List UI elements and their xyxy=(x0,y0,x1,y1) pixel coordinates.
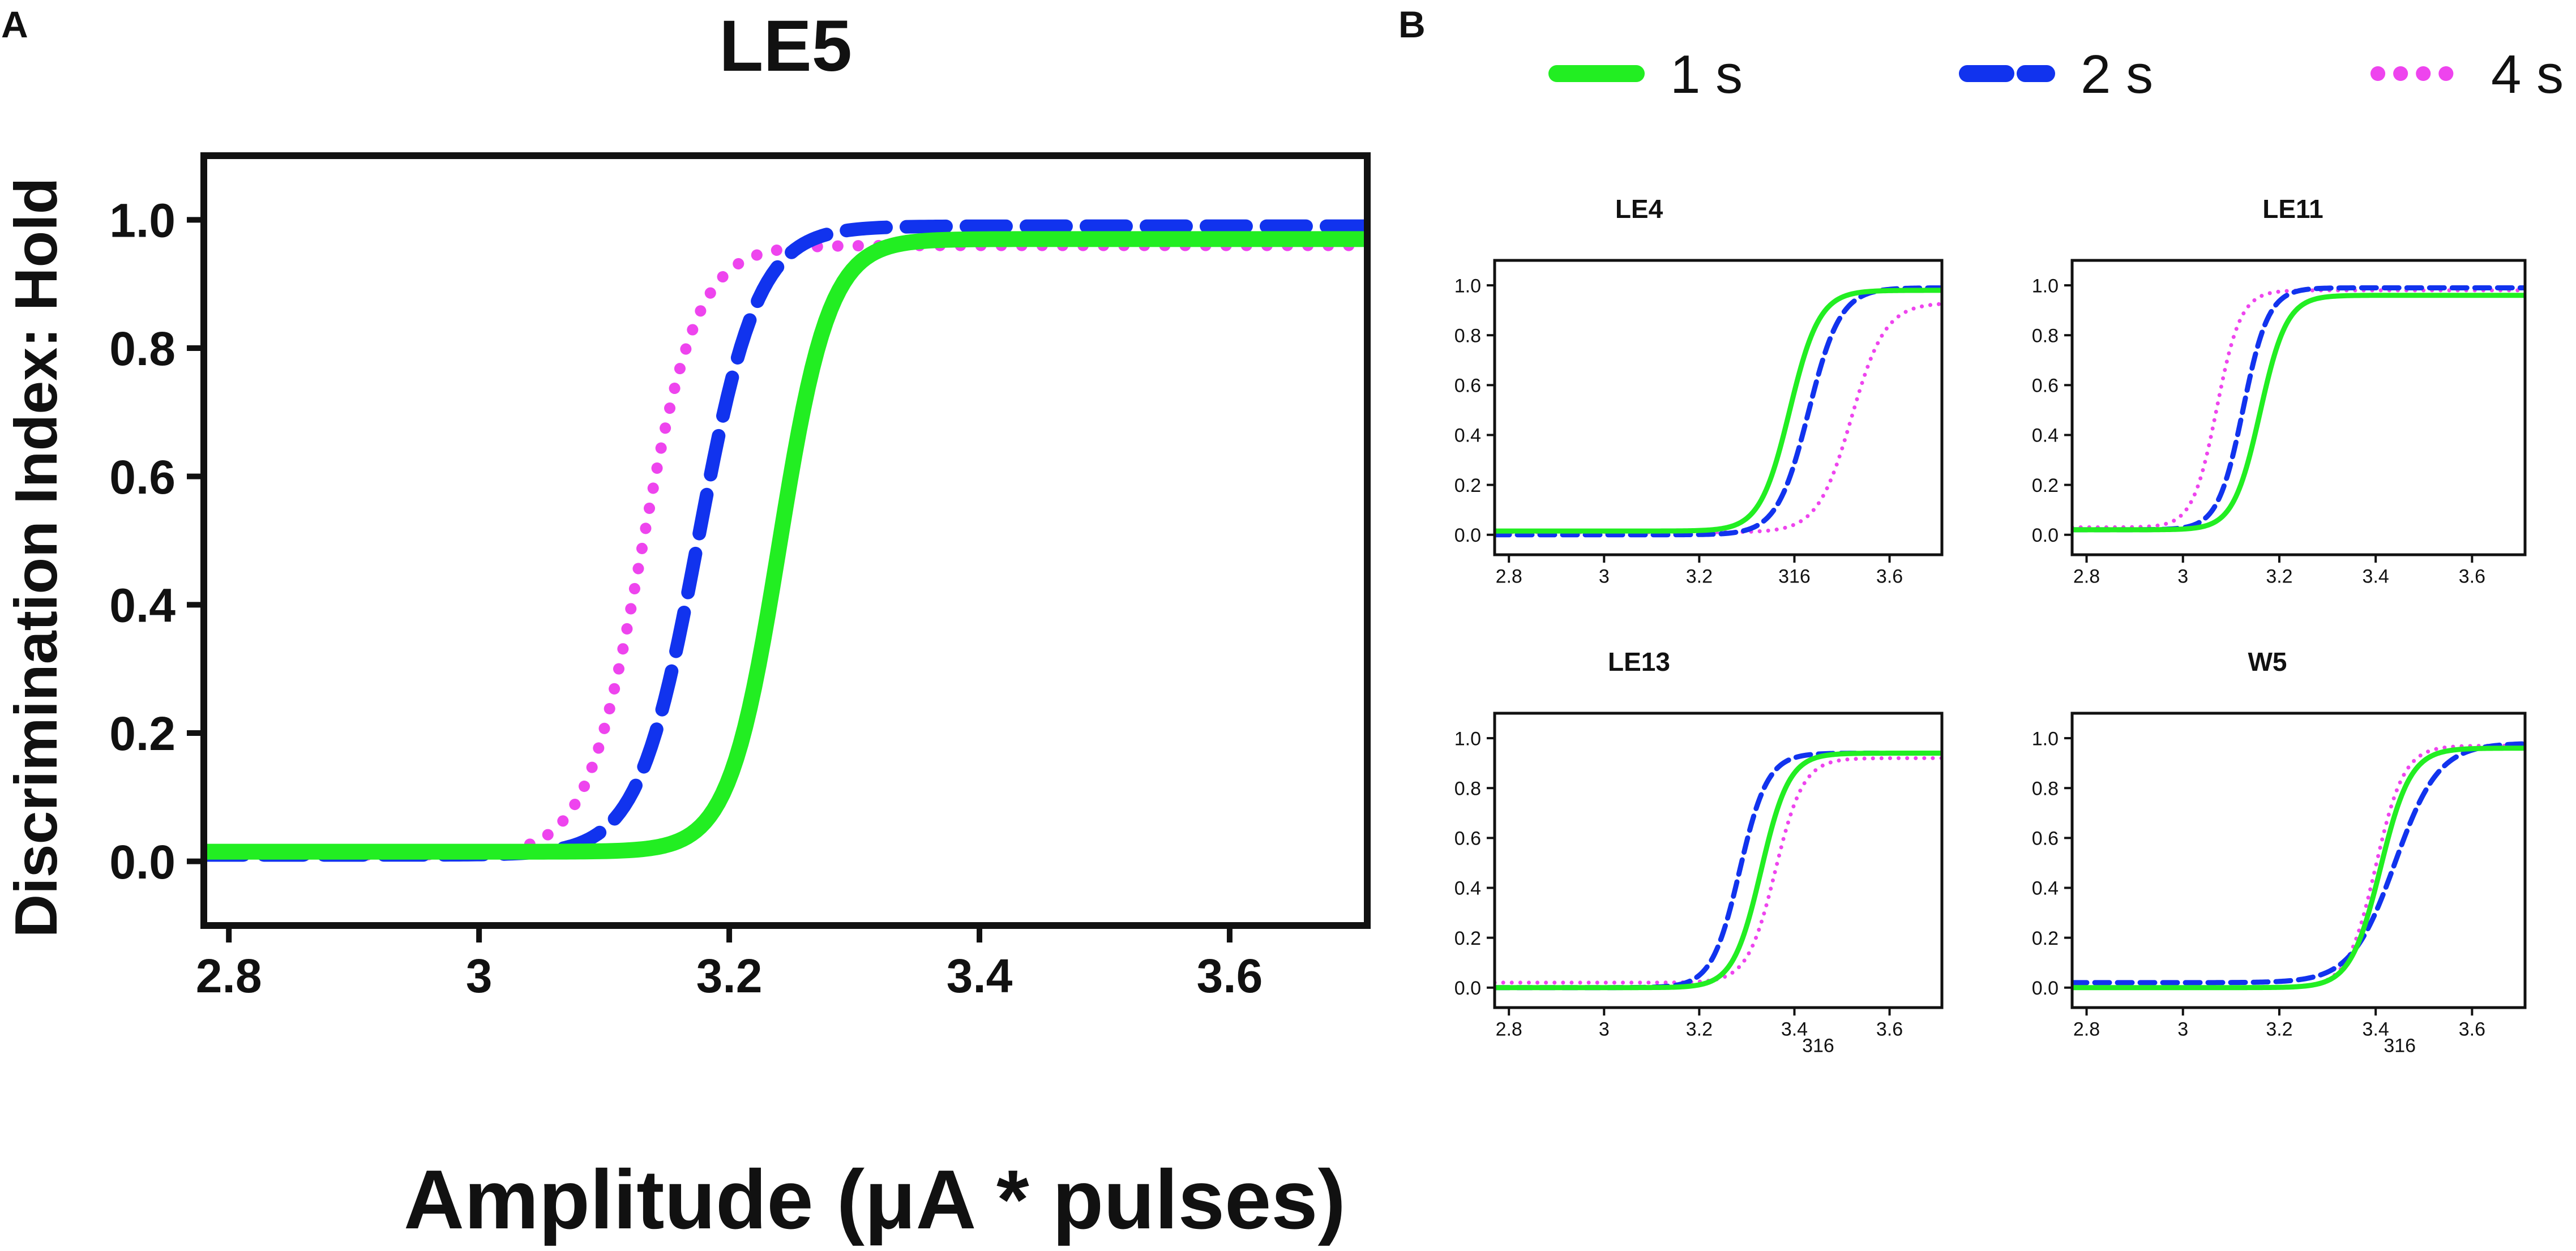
chart-w5-y-tick-label: 0.2 xyxy=(2032,928,2059,949)
chart-le4-title: LE4 xyxy=(1615,194,1663,224)
chart-le13-x-tick-label: 3 xyxy=(1599,1019,1610,1040)
chart-le13-y-tick-label: 0.6 xyxy=(1454,828,1481,850)
chart-le4-plot-frame xyxy=(1493,259,1944,556)
chart-le11-x-tick-label: 3.2 xyxy=(2266,566,2292,588)
chart-le13-y-tick-label: 1.0 xyxy=(1454,728,1481,749)
chart-w5-y-tick-label: 0.4 xyxy=(2032,878,2059,899)
legend-label-2-s: 2 s xyxy=(2081,44,2153,105)
chart-le5-x-tick-label: 3.2 xyxy=(696,949,763,1002)
chart-le11: LE11 0.0 0.2 0.4 0.6 0.8 1.0 2.8 3 3.2 3.4 3.6 xyxy=(2032,194,2527,588)
panel-label-a: A xyxy=(1,3,28,45)
chart-le5-x-tick-label: 3.6 xyxy=(1197,949,1263,1002)
chart-le5-x-tick-label: 2.8 xyxy=(196,949,262,1002)
chart-le11-y-tick-label: 0.6 xyxy=(2032,375,2059,397)
chart-w5-series-1-s xyxy=(2072,746,2525,991)
legend: 1 s 2 s 4 s xyxy=(1548,44,2564,105)
chart-w5: W5 0.0 0.2 0.4 0.6 0.8 1.0 2.8 3 3.2 3.4 3.6 316 xyxy=(2032,647,2527,1057)
chart-w5-x-tick-label: 2.8 xyxy=(2073,1019,2100,1040)
shared-x-axis-label: Amplitude (μA * pulses) xyxy=(404,1153,1346,1246)
chart-le11-series-4-s xyxy=(2072,288,2525,530)
chart-w5-title: W5 xyxy=(2248,647,2287,676)
chart-w5-plot-frame xyxy=(2070,712,2527,1009)
chart-le11-x-tick-label: 3 xyxy=(2177,566,2188,588)
chart-le5-y-tick-label: 0.0 xyxy=(109,836,176,889)
chart-le5-y-tick-label: 0.8 xyxy=(109,322,176,375)
chart-le4-y-tick-label: 0.2 xyxy=(1454,475,1481,496)
chart-le13-title: LE13 xyxy=(1608,647,1670,676)
chart-le5-plot-frame xyxy=(200,152,1371,929)
chart-le5-y-axis-label: Discrimination Index: Hold xyxy=(3,178,70,938)
legend-label-1-s: 1 s xyxy=(1670,44,1743,105)
chart-le4-x-tick-label: 3.6 xyxy=(1876,566,1903,588)
chart-le5-y-tick-label: 0.2 xyxy=(109,707,176,760)
chart-le13-y-tick-label: 0.0 xyxy=(1454,978,1481,999)
chart-le13-y-tick-label: 0.8 xyxy=(1454,778,1481,799)
chart-le13-y-tick-label: 0.2 xyxy=(1454,928,1481,949)
chart-le4-x-tick-label: 316 xyxy=(1778,566,1811,588)
chart-le11-y-tick-label: 0.2 xyxy=(2032,475,2059,496)
chart-le11-plot-frame xyxy=(2070,259,2527,556)
chart-w5-y-tick-label: 0.6 xyxy=(2032,828,2059,850)
chart-w5-x-tick-label: 3 xyxy=(2177,1019,2188,1040)
chart-le5-x-tick-label: 3.4 xyxy=(947,949,1013,1002)
chart-w5-x-tick-label: 3.6 xyxy=(2459,1019,2485,1040)
chart-le11-series-1-s xyxy=(2072,293,2525,533)
chart-le5-y-tick-label: 0.4 xyxy=(109,579,176,632)
chart-w5-series-2-s xyxy=(2072,741,2525,986)
chart-w5-y-tick-label: 0.8 xyxy=(2032,778,2059,799)
panel-label-b: B xyxy=(1398,3,1426,45)
chart-le5-series-1-s xyxy=(204,231,1367,860)
chart-le11-series-2-s xyxy=(2072,285,2525,533)
chart-le4-y-tick-label: 0.6 xyxy=(1454,375,1481,397)
chart-le4-series-2-s xyxy=(1495,285,1942,538)
chart-le13-x-tick-label: 2.8 xyxy=(1496,1019,1522,1040)
legend-label-4-s: 4 s xyxy=(2491,44,2564,105)
chart-le13-y-tick-label: 0.4 xyxy=(1454,878,1481,899)
chart-le11-y-tick-label: 0.4 xyxy=(2032,425,2059,447)
chart-le13: LE13 0.0 0.2 0.4 0.6 0.8 1.0 2.8 3 3.2 3.4 3.6 316 xyxy=(1454,647,1944,1057)
chart-le13-plot-frame xyxy=(1493,712,1944,1009)
chart-w5-series-4-s xyxy=(2072,743,2525,990)
chart-w5-annotation: 316 xyxy=(2384,1035,2416,1057)
chart-le4-x-tick-label: 3 xyxy=(1599,566,1610,588)
chart-le4: LE4 0.0 0.2 0.4 0.6 0.8 1.0 2.8 3 3.2 316 3.6 xyxy=(1454,194,1944,588)
chart-le11-x-tick-label: 3.6 xyxy=(2459,566,2485,588)
chart-le4-y-tick-label: 0.8 xyxy=(1454,325,1481,346)
chart-le5: LE5 0.0 0.2 0.4 0.6 0.8 1.0 2.8 3 3.2 3.4 3.6 Discri… xyxy=(3,6,1371,1002)
chart-le4-y-tick-label: 1.0 xyxy=(1454,275,1481,297)
chart-w5-x-tick-label: 3.4 xyxy=(2363,1019,2389,1040)
chart-le13-series-1-s xyxy=(1495,751,1942,991)
chart-le13-x-tick-label: 3.4 xyxy=(1781,1019,1808,1040)
chart-w5-y-tick-label: 0.0 xyxy=(2032,978,2059,999)
chart-le11-x-tick-label: 2.8 xyxy=(2073,566,2100,588)
chart-le13-x-tick-label: 3.2 xyxy=(1686,1019,1713,1040)
chart-le13-series-2-s xyxy=(1495,751,1942,991)
chart-le4-x-tick-label: 3.2 xyxy=(1686,566,1713,588)
chart-le4-series-1-s xyxy=(1495,288,1942,534)
chart-le4-series-4-s xyxy=(1495,302,1942,534)
chart-le4-x-tick-label: 2.8 xyxy=(1496,566,1522,588)
chart-w5-y-tick-label: 1.0 xyxy=(2032,728,2059,749)
chart-le11-y-tick-label: 0.8 xyxy=(2032,325,2059,346)
chart-le11-x-tick-label: 3.4 xyxy=(2363,566,2389,588)
chart-le5-x-tick-label: 3 xyxy=(466,949,493,1002)
chart-le13-x-tick-label: 3.6 xyxy=(1876,1019,1903,1040)
chart-le4-y-tick-label: 0.0 xyxy=(1454,525,1481,546)
chart-le5-y-tick-label: 1.0 xyxy=(109,194,176,247)
chart-le11-title: LE11 xyxy=(2262,194,2323,224)
chart-w5-x-tick-label: 3.2 xyxy=(2266,1019,2292,1040)
chart-le11-y-tick-label: 0.0 xyxy=(2032,525,2059,546)
chart-le11-y-tick-label: 1.0 xyxy=(2032,275,2059,297)
chart-le4-y-tick-label: 0.4 xyxy=(1454,425,1481,447)
chart-le5-title: LE5 xyxy=(719,6,852,87)
chart-le5-y-tick-label: 0.6 xyxy=(109,451,176,504)
chart-le13-annotation: 316 xyxy=(1802,1035,1834,1057)
